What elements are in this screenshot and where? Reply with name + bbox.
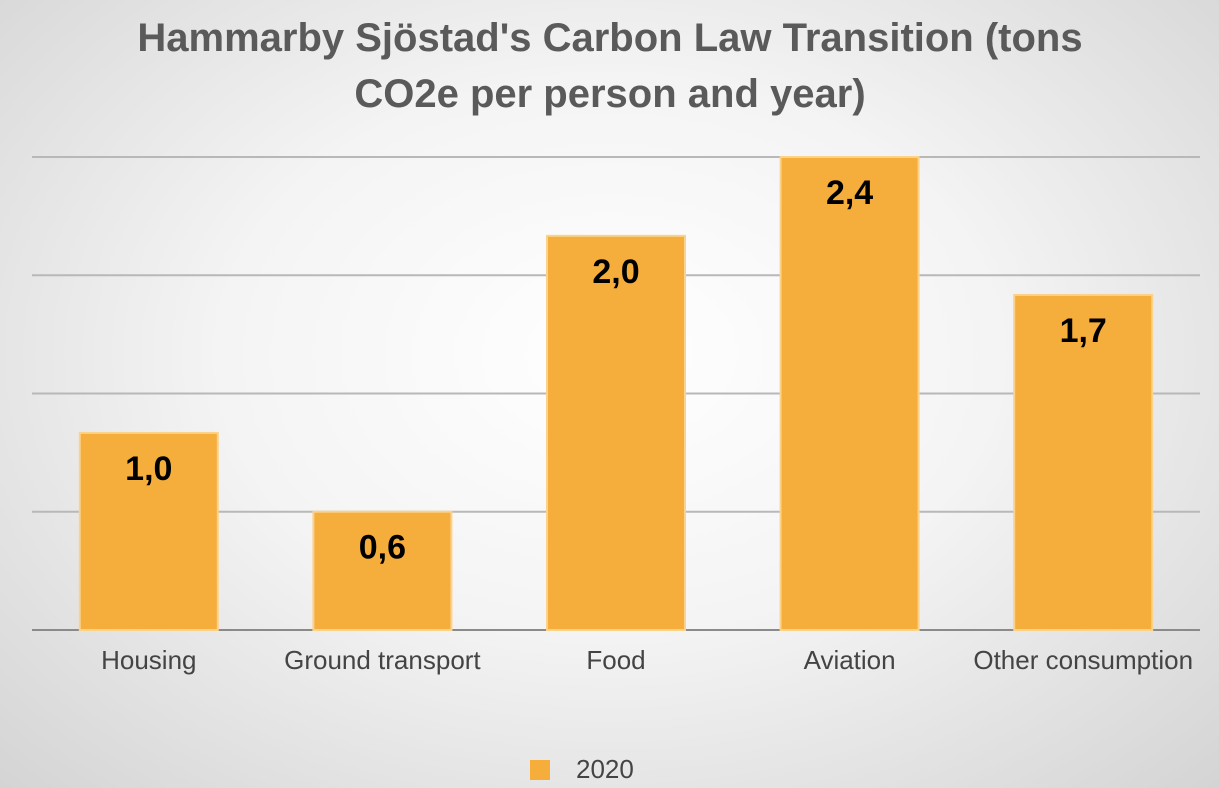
legend-label: 2020: [576, 754, 634, 784]
x-tick-label: Aviation: [804, 645, 896, 675]
chart-title: Hammarby Sjöstad's Carbon Law Transition…: [137, 16, 1083, 116]
data-label: 0,6: [359, 529, 406, 567]
x-tick-label: Food: [586, 645, 645, 675]
bar: [78, 431, 219, 631]
bar: [779, 156, 920, 631]
x-tick-label: Other consumption: [973, 645, 1193, 675]
legend-swatch: [530, 760, 550, 780]
data-label: 2,4: [826, 174, 873, 212]
data-label: 1,0: [125, 450, 172, 488]
data-label: 2,0: [592, 253, 639, 291]
x-tick-label: Housing: [101, 645, 196, 675]
data-label: 1,7: [1060, 312, 1107, 350]
bar: [546, 234, 686, 631]
bar: [1013, 293, 1154, 631]
bar: [312, 510, 453, 631]
x-tick-label: Ground transport: [284, 645, 481, 675]
